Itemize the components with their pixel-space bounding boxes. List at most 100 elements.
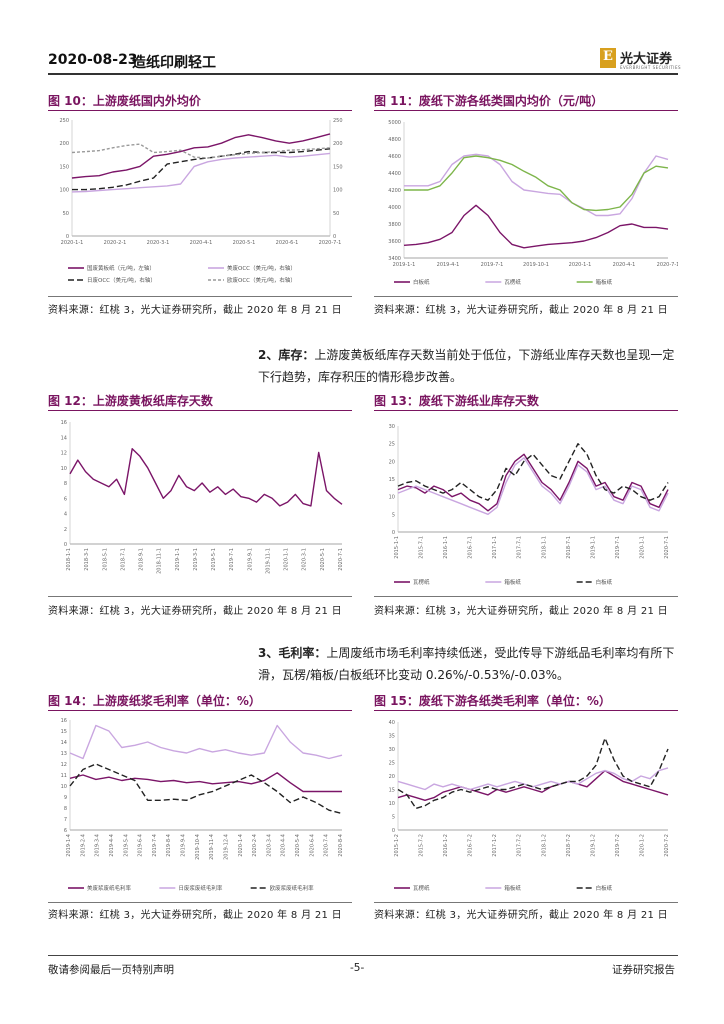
x-tick-label: 2020-4-1	[190, 240, 213, 246]
y-tick-label: 16	[61, 420, 67, 426]
x-tick-label: 2020-7-2	[664, 834, 670, 857]
y-tick-label: 15	[389, 477, 395, 483]
fig13-bottom-rule	[374, 596, 678, 597]
x-tick-label: 2018-7-1	[120, 548, 126, 571]
legend-label: 美废OCC（美元/吨，右轴）	[227, 264, 296, 272]
x-tick-label: 2018-1-2	[541, 834, 547, 857]
x-tick-label: 2020-7-1	[657, 262, 678, 268]
fig15-title: 图 15：废纸下游各纸类毛利率（单位：%）	[374, 694, 611, 708]
series-line-0	[397, 453, 669, 512]
footer-report-type: 证券研究报告	[612, 964, 675, 976]
x-tick-label: 2019-1-1	[393, 262, 416, 268]
legend-label: 欧废浆废纸毛利率	[270, 884, 315, 892]
fig12-rule	[48, 410, 352, 411]
series-line-1	[404, 153, 669, 217]
y-tick-label: 8	[64, 481, 67, 487]
x-tick-label: 2020-8-4	[338, 834, 344, 857]
y-tick-label: 2	[64, 527, 67, 533]
x-tick-label: 2019-1-4	[66, 834, 72, 857]
fig12-title: 图 12：上游废黄板纸库存天数	[48, 394, 213, 408]
y-tick-label: 40	[389, 720, 395, 726]
x-tick-label: 2018-7-2	[566, 834, 572, 857]
y-tick-label: 4	[64, 512, 67, 518]
y-tick-label: 7	[64, 817, 67, 823]
x-tick-label: 2016-1-2	[443, 834, 449, 857]
fig12-chart: 0 2 4 6 8 10 12 14 16 2018-1-1 2018-3-1 2018-5-1 201…	[61, 420, 344, 574]
y-tick-label: 4600	[388, 154, 401, 160]
fig10-chart: 0 50 100 150 200 250 0 50 100 150 200 250 2020-1-1 20…	[59, 118, 342, 284]
x-tick-label: 2019-1-2	[590, 834, 596, 857]
x-tick-label: 2020-3-1	[302, 548, 308, 571]
x-tick-label: 2016-7-2	[468, 834, 474, 857]
y-tick-label: 4200	[388, 188, 401, 194]
series-line-0	[403, 204, 669, 249]
margin-text: 上周废纸市场毛利率持续低迷，受此传导下游纸品毛利率均有所下滑，瓦楞/箱板/白板纸…	[258, 646, 675, 682]
margin-label: 3、毛利率：	[258, 646, 327, 660]
y-tick-label: 10	[61, 784, 67, 790]
x-tick-label: 2017-7-1	[517, 536, 523, 559]
y-tick-label: 11	[61, 773, 67, 779]
x-tick-label: 2020-3-4	[266, 834, 272, 857]
series-line-2	[397, 443, 669, 501]
x-tick-label: 2015-7-2	[419, 834, 425, 857]
inventory-text: 上游废黄板纸库存天数当前处于低位，下游纸业库存天数也呈现一定下行趋势，库存积压的…	[258, 348, 675, 384]
fig15-source: 资料来源：红桃 3，光大证券研究所，截止 2020 年 8 月 21 日	[374, 910, 668, 921]
series-line-0	[397, 769, 669, 802]
y-tick-label: 3600	[388, 239, 401, 245]
x-tick-label: 2019-12-4	[223, 834, 229, 860]
fig13-title: 图 13：废纸下游纸业库存天数	[374, 394, 539, 408]
y-right-tick-label: 0	[333, 234, 336, 240]
x-tick-label: 2020-7-4	[324, 834, 330, 857]
x-tick-label: 2019-7-1	[615, 536, 621, 559]
legend-label: 瓦楞纸	[413, 884, 430, 892]
y-tick-label: 3400	[388, 256, 401, 262]
legend-label: 箱板纸	[504, 578, 521, 586]
x-tick-label: 2020-6-4	[309, 834, 315, 857]
series-line-1	[71, 152, 331, 193]
y-tick-label: 8	[64, 806, 67, 812]
x-tick-label: 2016-7-1	[468, 536, 474, 559]
y-tick-label: 4400	[388, 171, 401, 177]
x-tick-label: 2020-1-1	[61, 240, 84, 246]
fig13-rule	[374, 410, 678, 411]
x-tick-label: 2020-5-1	[320, 548, 326, 571]
fig10-rule	[48, 110, 352, 111]
x-tick-label: 2019-10-1	[523, 262, 549, 268]
y-tick-label: 6	[64, 828, 67, 834]
y-tick-label: 12	[61, 762, 67, 768]
x-tick-label: 2019-11-4	[209, 834, 215, 860]
fig11-source: 资料来源：红桃 3，光大证券研究所，截止 2020 年 8 月 21 日	[374, 305, 668, 316]
margin-paragraph: 3、毛利率：上周废纸市场毛利率持续低迷，受此传导下游纸品毛利率均有所下滑，瓦楞/…	[258, 642, 682, 686]
fig14-chart: 6 7 8 9 10 11 12 13 14 15 16 2019-1-4 2019-2-4 2019-3…	[61, 718, 344, 892]
y-tick-label: 5000	[388, 120, 401, 126]
y-tick-label: 14	[61, 740, 67, 746]
legend-label: 国废黄板纸（元/吨，左轴）	[87, 264, 155, 272]
x-tick-label: 2018-11-1	[157, 548, 163, 574]
y-tick-label: 16	[61, 718, 67, 724]
y-tick-label: 20	[389, 459, 395, 465]
y-tick-label: 100	[59, 188, 69, 194]
y-tick-label: 200	[59, 141, 69, 147]
series-line-1	[397, 457, 669, 516]
series-line-1	[69, 724, 343, 760]
fig11-bottom-rule	[374, 296, 678, 297]
x-tick-label: 2020-1-4	[238, 834, 244, 857]
x-tick-label: 2020-6-1	[276, 240, 299, 246]
footer-divider	[48, 955, 678, 956]
legend-label: 日废OCC（美元/吨，右轴）	[87, 276, 156, 284]
fig15-chart: 0 5 10 15 20 25 30 35 40 2015-1-2 2015-7-2 2016-1-2…	[389, 720, 670, 892]
x-tick-label: 2019-5-4	[123, 834, 129, 857]
everbright-logo: E 光大证券 EVERBRIGHT SECURITIES	[600, 48, 681, 72]
x-tick-label: 2020-7-1	[664, 536, 670, 559]
x-tick-label: 2018-1-1	[66, 548, 72, 571]
y-tick-label: 50	[63, 211, 69, 217]
fig11-rule	[374, 110, 678, 111]
x-tick-label: 2019-2-4	[80, 834, 86, 857]
x-tick-label: 2019-10-4	[195, 834, 201, 860]
x-tick-label: 2019-3-1	[193, 548, 199, 571]
legend-label: 白板纸	[596, 884, 613, 892]
x-tick-label: 2020-7-1	[338, 548, 344, 571]
x-tick-label: 2019-9-4	[181, 834, 187, 857]
x-tick-label: 2019-4-4	[109, 834, 115, 857]
series-line-1	[397, 767, 669, 791]
